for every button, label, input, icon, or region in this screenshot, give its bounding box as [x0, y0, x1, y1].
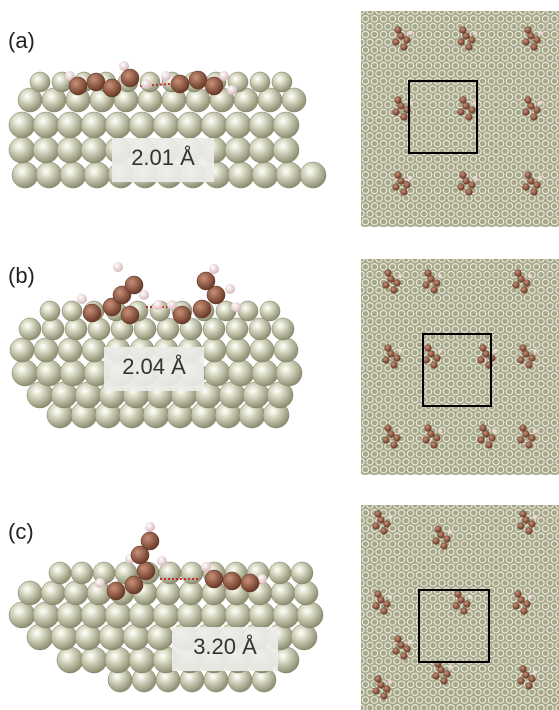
distance-label: 3.20 Å: [172, 627, 278, 671]
panel-label: (a): [8, 28, 35, 53]
side-view-slab: [8, 61, 327, 189]
panel-label: (c): [8, 519, 34, 544]
top-view-lattice: [361, 11, 559, 227]
distance-label: 2.01 Å: [112, 138, 214, 182]
panel-label: (b): [8, 263, 35, 288]
panel-c: (c) 3.20 Å: [0, 475, 559, 710]
panel-a: (a) 2.01 Å: [0, 0, 559, 235]
side-view-slab: [8, 522, 324, 693]
panel-b: (b) 2.04 Å: [0, 235, 559, 475]
top-view-lattice: [361, 505, 559, 710]
top-view-lattice: [361, 259, 559, 475]
distance-label: 2.04 Å: [104, 347, 204, 391]
